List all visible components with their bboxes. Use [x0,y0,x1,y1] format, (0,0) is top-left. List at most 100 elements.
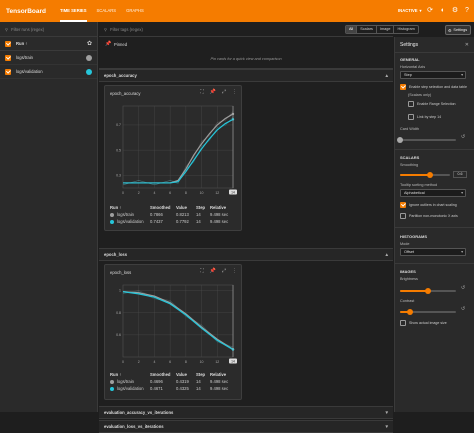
run-checkbox-train[interactable] [5,54,11,61]
run-color-train[interactable] [86,54,92,61]
partition-option[interactable]: Partition non-monotonic X axis [400,213,458,219]
step-marker-label: 14 [231,190,235,194]
legend-header-run[interactable]: Run ↑ [110,372,122,377]
runs-filter[interactable]: ⚲ Filter runs (regex) [0,22,97,37]
reset-icon[interactable]: ↺ [461,306,466,312]
run-row-validation[interactable]: logs/validation [0,65,97,79]
more-icon[interactable]: ⋮ [232,268,237,274]
dark-mode-icon[interactable]: ◐ [440,7,446,14]
runs-header-label[interactable]: Run ↑ [16,41,28,46]
group-header-epoch-accuracy[interactable]: epoch_accuracy ▴ [99,69,393,82]
pinned-section: 📌 Pinned Pin cards for a quick view and … [99,37,393,69]
view-tab-scalars[interactable]: Scalars [357,26,377,33]
group-header-epoch-loss[interactable]: epoch_loss ▴ [99,248,393,261]
reload-icon[interactable]: ⟳ [427,7,433,14]
card-width-slider[interactable] [397,137,456,143]
slider-knob[interactable] [425,288,431,294]
tab-scalars[interactable]: SCALARS [96,8,117,13]
card-actions: ⛶ 📌 ⤢ ⋮ [200,89,237,95]
partition-checkbox[interactable] [400,213,406,219]
tag-toolbar: ⚲ Filter tags (regex) [99,22,393,37]
y-tick-label: 0.5 [116,148,121,152]
y-tick-label: 0.3 [116,174,121,178]
run-color-validation[interactable] [86,68,92,75]
chevron-down-icon[interactable]: ▾ [385,423,388,430]
actual-size-option[interactable]: Show actual image size [400,320,447,326]
x-tick-label: 10 [200,191,204,195]
chevron-down-icon[interactable]: ▾ [385,409,388,416]
x-tick-label: 10 [200,360,204,364]
slider-knob[interactable] [397,137,403,143]
smoothing-slider[interactable] [400,172,450,178]
link-by-step-option[interactable]: Link by step 14 [408,114,441,120]
run-row-train[interactable]: logs/train [0,51,97,65]
step-selection-label: Enable step selection and data table [409,85,467,89]
legend-header-run[interactable]: Run ↑ [110,205,122,210]
legend-value: 0.4319 [176,379,189,384]
tab-graphs[interactable]: GRAPHS [126,8,144,13]
slider-knob[interactable] [427,172,433,178]
step-selection-option[interactable]: Enable step selection and data table [400,84,467,90]
plugin-select-label: INACTIVE [398,8,418,13]
actual-size-checkbox[interactable] [400,320,406,326]
contrast-slider[interactable] [400,309,456,315]
legend-smoothed: 0.4671 [150,386,163,391]
x-tick-label: 4 [153,360,155,364]
help-icon[interactable]: ? [465,7,469,14]
slider-fill [400,174,430,176]
series-line [123,118,234,184]
reset-icon[interactable]: ↺ [461,134,466,140]
view-tab-image[interactable]: Image [377,26,395,33]
gear-icon: ⚙ [448,28,452,33]
run-name-validation: logs/validation [16,69,43,74]
run-checkbox-validation[interactable] [5,68,11,75]
legend-run: logs/validation [117,219,144,224]
pin-icon[interactable]: 📌 [209,268,216,274]
fit-icon[interactable]: ⤢ [221,89,226,95]
runs-header: Run ↑ ✿ [0,37,97,51]
close-icon[interactable]: ✕ [464,41,469,48]
more-icon[interactable]: ⋮ [232,89,237,95]
expand-icon[interactable]: ⛶ [200,89,204,95]
expand-icon[interactable]: ⛶ [200,268,204,274]
pin-icon[interactable]: 📌 [209,89,216,95]
tooltip-sorting-select[interactable]: Alphabetical [400,189,466,197]
legend-relative: 9.498 sec [210,212,229,217]
runs-filter-input[interactable]: Filter runs (regex) [11,26,45,32]
range-selection-checkbox[interactable] [408,101,414,107]
view-tab-histogram[interactable]: Histogram [397,27,415,31]
group-header-evaluation-loss[interactable]: evaluation_loss_vs_iterations ▾ [99,420,393,433]
range-selection-option[interactable]: Enable Range Selection [408,101,456,107]
ignore-outliers-option[interactable]: Ignore outliers in chart scaling [400,202,457,208]
gear-icon[interactable]: ⚙ [451,7,459,14]
chevron-up-icon[interactable]: ▴ [385,251,388,258]
view-tab-all[interactable]: All [346,26,358,33]
horizontal-axis-select[interactable]: Step [400,71,466,79]
legend-smoothed: 0.7866 [150,212,163,217]
chevron-down-icon: ▾ [419,8,422,13]
ignore-outliers-checkbox[interactable] [400,202,406,208]
chevron-up-icon[interactable]: ▴ [385,72,388,79]
brightness-slider[interactable] [400,288,456,294]
tag-filter-input[interactable]: Filter tags (regex) [110,26,143,32]
select-all-checkbox[interactable] [5,40,11,47]
legend-run: logs/train [117,379,134,384]
group-title: evaluation_loss_vs_iterations [104,424,164,429]
y-tick-label: 0.8 [116,311,121,315]
reset-icon[interactable]: ↺ [461,285,466,291]
fit-icon[interactable]: ⤢ [221,268,226,274]
plugin-select[interactable]: INACTIVE ▾ [398,8,422,13]
slider-knob[interactable] [407,309,414,315]
step-marker-badge [229,189,237,195]
group-header-evaluation-accuracy[interactable]: evaluation_accuracy_vs_iterations ▾ [99,406,393,419]
palette-icon[interactable]: ✿ [86,41,92,47]
settings-button[interactable]: ⚙ Settings [445,25,471,35]
accuracy-chart[interactable]: 024681012140.30.50.714 [105,98,243,198]
tab-time-series[interactable]: TIME SERIES [59,0,87,22]
link-by-step-checkbox[interactable] [408,114,414,120]
smoothing-input[interactable]: 0.6 [453,171,467,178]
series-line [122,291,234,351]
mode-select[interactable]: Offset [400,248,466,256]
step-selection-checkbox[interactable] [400,84,406,90]
